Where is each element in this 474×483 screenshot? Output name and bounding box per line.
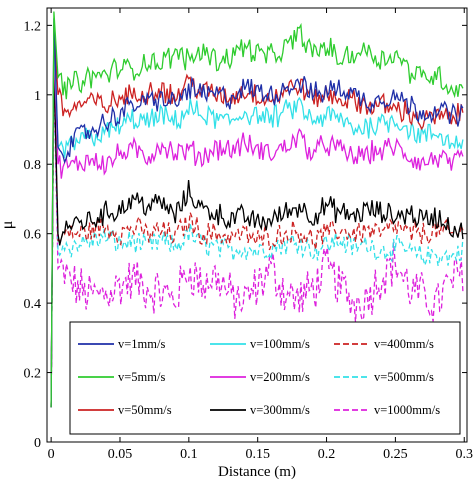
legend: v=1mm/s v=5mm/s v=50mm/s v=100mm/s v=200mm/s… bbox=[69, 321, 461, 435]
series-line-v-50mm-s bbox=[50, 25, 464, 408]
x-tick-label: 0.2 bbox=[318, 447, 336, 462]
x-tick-label: 0.05 bbox=[108, 447, 133, 462]
series-line-v-400mm-s bbox=[50, 66, 464, 408]
x-tick-label: 0.3 bbox=[455, 447, 473, 462]
x-tick-label: 0.1 bbox=[180, 447, 198, 462]
y-tick-label: 0.6 bbox=[24, 228, 42, 243]
y-tick-label: 0.4 bbox=[24, 297, 42, 312]
series-line-v-200mm-s bbox=[50, 42, 464, 408]
legend-entry: v=300mm/s bbox=[210, 403, 310, 417]
y-tick-label: 0 bbox=[34, 436, 41, 451]
ticks-layer: 0 0.05 0.1 0.15 0.2 0.25 0.3 0 0.2 0.4 0.6 0.8 1 1.2 bbox=[24, 8, 473, 462]
series-layer bbox=[50, 11, 464, 408]
legend-entry: v=400mm/s bbox=[334, 337, 434, 351]
series-line-v-100mm-s bbox=[50, 32, 464, 408]
series-line-v-300mm-s bbox=[50, 60, 464, 408]
series-line-v-500mm-s bbox=[50, 73, 464, 408]
legend-label: v=5mm/s bbox=[118, 370, 165, 384]
y-tick-label: 1.2 bbox=[24, 19, 42, 34]
x-tick-label: 0 bbox=[48, 447, 55, 462]
legend-label: v=1mm/s bbox=[118, 337, 165, 351]
x-tick-label: 0.25 bbox=[383, 447, 408, 462]
series-line-v-1000mm-s bbox=[50, 80, 464, 408]
series-line-v-1mm-s bbox=[50, 18, 464, 408]
legend-entry: v=1mm/s bbox=[78, 337, 165, 351]
x-tick-label: 0.15 bbox=[245, 447, 270, 462]
legend-entry: v=100mm/s bbox=[210, 337, 310, 351]
y-tick-label: 0.2 bbox=[24, 367, 42, 382]
legend-label: v=200mm/s bbox=[250, 370, 310, 384]
legend-label: v=1000mm/s bbox=[374, 403, 440, 417]
y-tick-label: 1 bbox=[34, 89, 41, 104]
y-axis-label: μ bbox=[0, 221, 16, 230]
plot-frame bbox=[46, 7, 468, 443]
legend-label: v=50mm/s bbox=[118, 403, 172, 417]
legend-entry: v=500mm/s bbox=[334, 370, 434, 384]
x-axis-label: Distance (m) bbox=[218, 464, 296, 480]
legend-label: v=500mm/s bbox=[374, 370, 434, 384]
legend-box bbox=[69, 321, 461, 435]
legend-label: v=400mm/s bbox=[374, 337, 434, 351]
y-tick-label: 0.8 bbox=[24, 158, 42, 173]
legend-label: v=300mm/s bbox=[250, 403, 310, 417]
series-line-v-5mm-s bbox=[50, 11, 464, 408]
legend-entry: v=1000mm/s bbox=[334, 403, 440, 417]
legend-label: v=100mm/s bbox=[250, 337, 310, 351]
legend-entry: v=50mm/s bbox=[78, 403, 172, 417]
legend-entry: v=5mm/s bbox=[78, 370, 165, 384]
legend-entry: v=200mm/s bbox=[210, 370, 310, 384]
